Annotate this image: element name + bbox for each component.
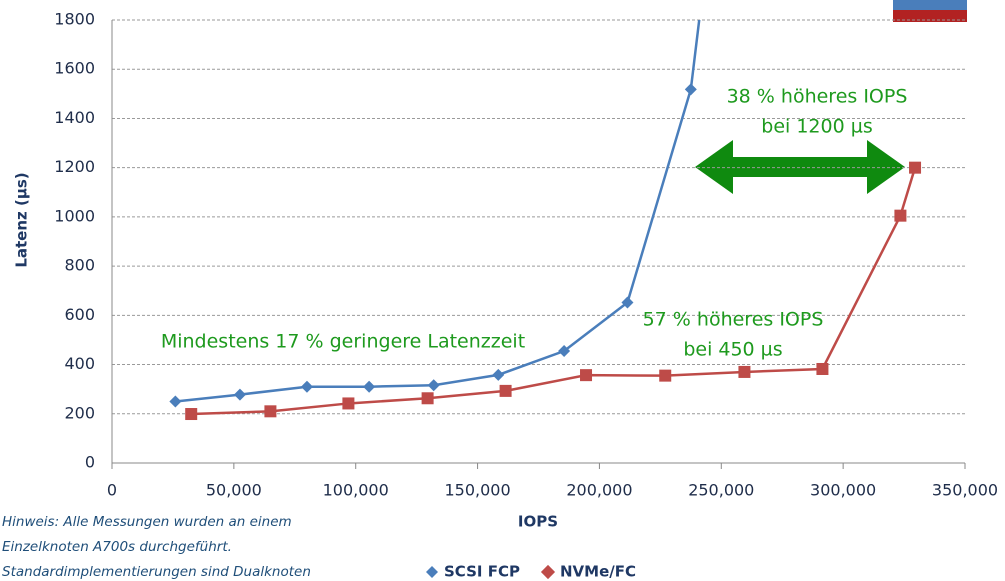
point — [909, 161, 922, 174]
y-tick-label: 1600 — [54, 59, 95, 78]
annotation: 38 % höheres IOPS — [727, 86, 908, 108]
point — [421, 392, 434, 405]
double-arrow — [695, 140, 905, 194]
point — [894, 209, 907, 222]
legend-label: SCSI FCP — [444, 563, 520, 581]
legend-label: NVMe/FC — [560, 563, 636, 581]
note: Hinweis: Alle Messungen wurden an einem — [2, 514, 292, 530]
legend-marker — [426, 566, 438, 578]
point — [300, 380, 313, 393]
x-tick-label: 350,000 — [932, 481, 998, 500]
point — [264, 405, 277, 418]
y-axis-label: Latenz (µs) — [13, 172, 31, 267]
y-tick-label: 800 — [64, 256, 95, 275]
y-tick-label: 1000 — [54, 206, 95, 225]
y-tick-label: 1800 — [54, 10, 95, 29]
point — [492, 368, 505, 381]
point — [816, 362, 829, 375]
plot-area — [169, 20, 922, 421]
note: Einzelknoten A700s durchgeführt. — [2, 539, 232, 555]
point — [558, 345, 571, 358]
point — [621, 296, 634, 309]
point — [684, 83, 697, 96]
series-line — [191, 167, 917, 416]
point — [659, 369, 672, 382]
y-tick-label: 1400 — [54, 108, 95, 127]
series-line — [175, 20, 701, 403]
x-tick-label: 300,000 — [810, 481, 876, 500]
annotation: bei 1200 µs — [761, 116, 872, 138]
x-tick-label: 0 — [107, 481, 117, 500]
legend-marker — [540, 564, 556, 580]
x-tick-label: 250,000 — [688, 481, 754, 500]
point — [580, 369, 593, 382]
x-tick-label: 150,000 — [444, 481, 510, 500]
y-tick-label: 600 — [64, 305, 95, 324]
point — [185, 408, 198, 421]
point — [363, 380, 376, 393]
x-axis-label: IOPS — [518, 513, 558, 531]
y-tick-label: 400 — [64, 354, 95, 373]
annotation: 57 % höheres IOPS — [643, 309, 824, 331]
annotation: bei 450 µs — [683, 339, 782, 361]
point — [499, 384, 512, 397]
y-tick-label: 1200 — [54, 157, 95, 176]
logo-blue — [893, 0, 967, 10]
point — [342, 397, 355, 410]
point — [233, 388, 246, 401]
point — [427, 379, 440, 392]
x-tick-label: 100,000 — [323, 481, 389, 500]
y-tick-label: 200 — [64, 403, 95, 422]
note: Standardimplementierungen sind Dualknote… — [2, 564, 311, 580]
annotation: Mindestens 17 % geringere Latenzzeit — [161, 331, 525, 353]
point — [738, 365, 751, 378]
point — [169, 395, 182, 408]
x-tick-label: 200,000 — [566, 481, 632, 500]
y-tick-label: 0 — [85, 453, 95, 472]
x-tick-label: 50,000 — [206, 481, 262, 500]
logo-red — [893, 10, 967, 22]
